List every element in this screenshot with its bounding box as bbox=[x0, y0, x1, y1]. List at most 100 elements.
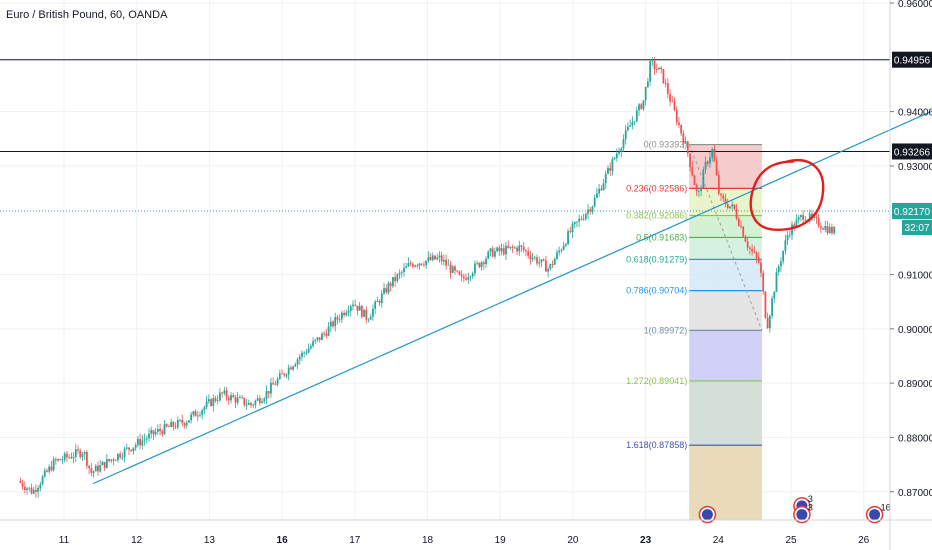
candle-body bbox=[294, 364, 297, 367]
candle-body bbox=[369, 316, 372, 320]
candle-body bbox=[445, 259, 448, 266]
candle-body bbox=[219, 392, 221, 401]
candle-body bbox=[94, 465, 97, 472]
time-tick-label: 18 bbox=[422, 535, 434, 546]
countdown-tag bbox=[902, 219, 932, 235]
fib-level-label: 0.236(0.92586) bbox=[626, 183, 687, 193]
candle-body bbox=[691, 167, 694, 176]
candle-body bbox=[467, 277, 470, 280]
candle-body bbox=[442, 259, 445, 262]
candle-body bbox=[26, 488, 28, 490]
candle-body bbox=[400, 272, 403, 273]
candle-body bbox=[187, 420, 190, 423]
candle-body bbox=[210, 399, 212, 407]
candle-body bbox=[547, 268, 550, 272]
fib-band bbox=[689, 259, 762, 291]
candle-body bbox=[451, 266, 454, 273]
price-tag bbox=[892, 51, 932, 68]
candle-body bbox=[289, 367, 292, 370]
candle-body bbox=[660, 67, 663, 69]
candle-body bbox=[41, 476, 44, 485]
candle-body bbox=[54, 459, 57, 461]
candle-body bbox=[380, 293, 383, 303]
candle-body bbox=[152, 430, 155, 435]
fib-level-label: 0.786(0.90704) bbox=[626, 286, 687, 296]
candle-body bbox=[436, 257, 439, 260]
candle-body bbox=[37, 488, 40, 492]
candle-body bbox=[746, 241, 749, 248]
candle-body bbox=[103, 461, 106, 468]
candle-body bbox=[802, 215, 805, 220]
candle-body bbox=[420, 263, 423, 265]
candle-body bbox=[768, 315, 771, 329]
candle-body bbox=[644, 86, 647, 101]
candle-body bbox=[356, 305, 359, 311]
candles bbox=[19, 56, 836, 498]
candle-body bbox=[438, 255, 441, 258]
candle-body bbox=[578, 218, 581, 222]
time-axis[interactable]: 11 12 13 16 17 18 19 20 23 24 25 26 bbox=[0, 519, 932, 546]
candle-body bbox=[538, 262, 541, 264]
candle-body bbox=[813, 216, 816, 218]
candle-body bbox=[179, 419, 181, 421]
candle-body bbox=[771, 298, 773, 316]
candle-body bbox=[318, 337, 321, 340]
candle-body bbox=[232, 395, 235, 398]
candle-body bbox=[134, 444, 137, 448]
candle-body bbox=[301, 352, 303, 357]
candle-body bbox=[119, 453, 122, 458]
candle-body bbox=[551, 264, 554, 265]
candle-body bbox=[593, 197, 596, 207]
candle-body bbox=[261, 401, 263, 403]
candle-body bbox=[580, 218, 583, 220]
price-tick-label: 0.94000 bbox=[898, 108, 932, 119]
candle-body bbox=[329, 321, 332, 327]
candle-body bbox=[627, 126, 629, 131]
candle-body bbox=[86, 451, 88, 466]
event-count: 3 bbox=[808, 503, 813, 513]
time-tick-label: 16 bbox=[277, 535, 289, 546]
candle-body bbox=[185, 422, 188, 426]
red-circle-annotation[interactable] bbox=[749, 159, 825, 231]
candle-body bbox=[529, 255, 532, 260]
candle-body bbox=[338, 319, 341, 321]
candle-body bbox=[646, 81, 649, 87]
trendline[interactable] bbox=[92, 90, 932, 485]
candle-body bbox=[176, 420, 179, 428]
horizontal-levels[interactable] bbox=[0, 59, 890, 212]
candle-body bbox=[520, 245, 523, 247]
fib-level-label: 0.5(0.91683) bbox=[636, 232, 687, 242]
candle-body bbox=[620, 148, 623, 152]
candle-body bbox=[190, 414, 193, 421]
candle-body bbox=[496, 247, 499, 252]
fibonacci-retracement[interactable]: 0(0.93393) 0.236(0.92586) 0.382(0.92086) 0.… bbox=[626, 140, 763, 520]
candle-body bbox=[662, 68, 665, 84]
candle-body bbox=[833, 227, 836, 234]
fib-band bbox=[689, 237, 762, 260]
candle-body bbox=[245, 404, 248, 406]
ascending-trendline[interactable] bbox=[92, 90, 932, 485]
fib-level-label: 0.382(0.92086) bbox=[626, 211, 687, 221]
candle-body bbox=[700, 188, 703, 192]
candle-body bbox=[156, 428, 159, 432]
annotation-circle[interactable] bbox=[749, 159, 825, 231]
event-count: 3 bbox=[808, 494, 813, 504]
candle-body bbox=[223, 390, 226, 394]
economic-events[interactable]: 331644 bbox=[698, 494, 932, 524]
fib-band bbox=[689, 445, 762, 520]
candle-body bbox=[263, 398, 266, 402]
candle-body bbox=[607, 167, 609, 174]
candle-body bbox=[569, 231, 572, 233]
candle-body bbox=[287, 367, 290, 375]
candle-body bbox=[669, 93, 671, 102]
price-axis[interactable]: 0.94956 0.93266 0.92170 32:07 0.96000 0.94000… bbox=[889, 0, 932, 550]
candle-body bbox=[39, 484, 42, 489]
candle-body bbox=[285, 374, 288, 376]
price-tick-label: 0.91000 bbox=[898, 271, 932, 282]
candle-body bbox=[729, 206, 731, 209]
candle-body bbox=[347, 311, 350, 313]
candle-body bbox=[201, 410, 204, 415]
candle-body bbox=[374, 301, 377, 309]
candle-body bbox=[57, 459, 59, 461]
